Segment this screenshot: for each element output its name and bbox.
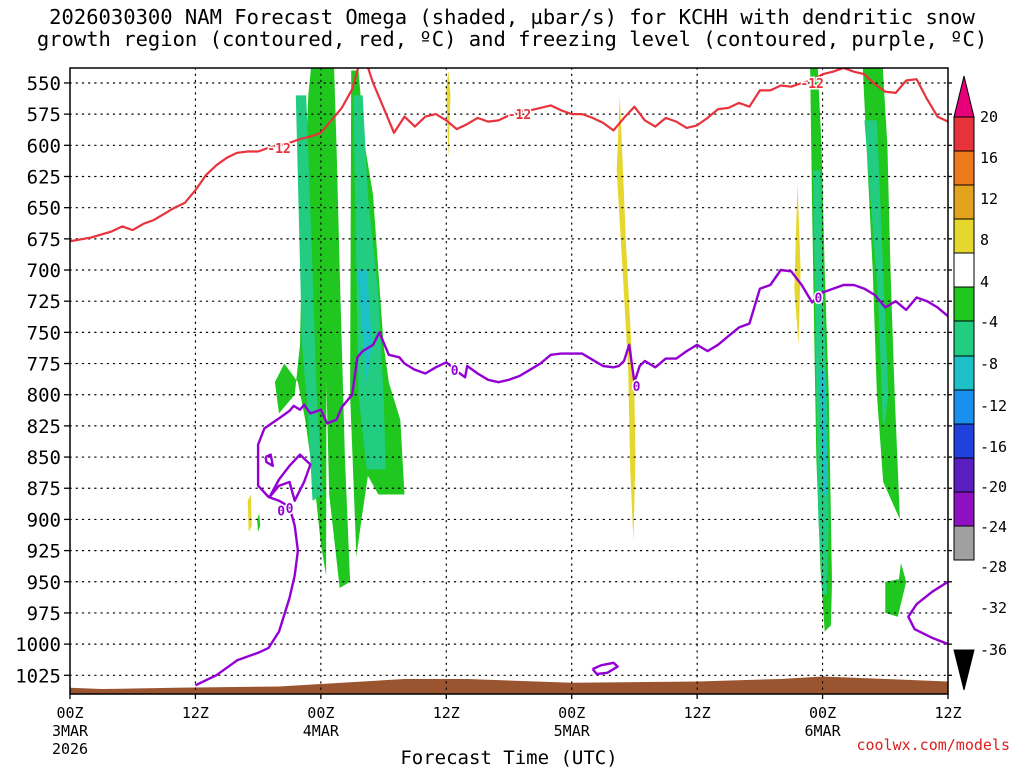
omega-region-10 xyxy=(864,120,889,433)
colorbar-swatch-9 xyxy=(953,389,975,425)
y-tick-label-19: 1025 xyxy=(15,665,61,687)
colorbar-swatch-10 xyxy=(953,423,975,459)
colorbar-label-13: -36 xyxy=(980,641,1007,659)
x-tick-label-5: 12Z xyxy=(684,704,711,722)
x-tick-date-4: 5MAR xyxy=(554,722,591,740)
x-tick-label-0: 00Z xyxy=(56,704,83,722)
y-tick-label-1: 575 xyxy=(27,104,61,126)
chart-title-line-2: growth region (contoured, red, ºC) and f… xyxy=(36,27,988,51)
x-tick-label-1: 12Z xyxy=(182,704,209,722)
x-tick-label-2: 00Z xyxy=(307,704,334,722)
colorbar-label-1: 16 xyxy=(980,149,998,167)
y-tick-label-13: 875 xyxy=(27,478,61,500)
y-tick-label-18: 1000 xyxy=(15,634,61,656)
y-tick-label-6: 700 xyxy=(27,260,61,282)
colorbar-label-0: 20 xyxy=(980,108,998,126)
freezing-level-closed-contour-3 xyxy=(907,580,948,646)
x-axis-title: Forecast Time (UTC) xyxy=(400,747,617,768)
omega-region-14 xyxy=(616,95,636,541)
x-tick-label-7: 12Z xyxy=(934,704,961,722)
y-tick-label-5: 675 xyxy=(27,229,61,251)
dendritic-snow-label-1: -12 xyxy=(267,142,290,157)
colorbar-swatch-1 xyxy=(953,116,975,152)
colorbar-swatch-6 xyxy=(953,286,975,322)
omega-region-15 xyxy=(794,182,801,345)
colorbar-label-9: -20 xyxy=(980,478,1007,496)
colorbar-label-8: -16 xyxy=(980,438,1007,456)
colorbar-label-11: -28 xyxy=(980,558,1007,576)
dendritic-snow-label-0: -12 xyxy=(508,108,531,123)
y-tick-label-10: 800 xyxy=(27,385,61,407)
colorbar-cap-top xyxy=(953,75,975,118)
omega-region-11 xyxy=(357,270,373,383)
y-tick-label-12: 850 xyxy=(27,447,61,469)
x-tick-date-6: 6MAR xyxy=(805,722,842,740)
chart-title-line-1: 2026030300 NAM Forecast Omega (shaded, µ… xyxy=(49,5,975,29)
colorbar-swatch-13 xyxy=(953,525,975,561)
colorbar-label-4: 4 xyxy=(980,273,989,291)
freezing-level-label-1: 0 xyxy=(286,502,294,517)
freezing-level-closed-contour-0 xyxy=(268,453,312,502)
y-tick-label-8: 750 xyxy=(27,322,61,344)
omega-region-8 xyxy=(353,95,386,470)
colorbar-swatch-12 xyxy=(953,491,975,527)
x-tick-date-0: 3MAR xyxy=(52,722,89,740)
colorbar-swatch-8 xyxy=(953,355,975,391)
freezing-level-label-3: 0 xyxy=(633,380,641,395)
y-tick-label-14: 900 xyxy=(27,509,61,531)
y-tick-label-3: 625 xyxy=(27,166,61,188)
colorbar-label-3: 8 xyxy=(980,231,989,249)
chart-title: 2026030300 NAM Forecast Omega (shaded, µ… xyxy=(0,6,1024,50)
omega-region-12 xyxy=(819,369,828,495)
y-tick-label-2: 600 xyxy=(27,135,61,157)
y-tick-label-7: 725 xyxy=(27,291,61,313)
y-tick-label-11: 825 xyxy=(27,416,61,438)
colorbar-swatch-7 xyxy=(953,320,975,357)
freezing-level-closed-contour-2 xyxy=(591,661,619,676)
plot-frame xyxy=(69,67,949,695)
colorbar-label-5: -4 xyxy=(980,313,998,331)
omega-region-1 xyxy=(323,68,351,588)
colorbar-swatch-5 xyxy=(953,252,975,288)
credit-text: coolwx.com/models xyxy=(856,736,1010,754)
freezing-level-label-2: 0 xyxy=(451,364,459,379)
freezing-level-contour xyxy=(194,268,948,687)
x-tick-label-6: 00Z xyxy=(809,704,836,722)
y-tick-label-9: 775 xyxy=(27,354,61,376)
x-tick-label-3: 12Z xyxy=(433,704,460,722)
colorbar-label-7: -12 xyxy=(980,397,1007,415)
colorbar-swatch-4 xyxy=(953,218,975,254)
x-tick-date-2: 4MAR xyxy=(303,722,340,740)
omega-region-6 xyxy=(885,563,907,617)
y-tick-label-16: 950 xyxy=(27,572,61,594)
omega-region-16 xyxy=(247,494,252,532)
x-tick-year-0: 2026 xyxy=(52,740,88,758)
colorbar-cap-bottom xyxy=(953,649,975,691)
freezing-level-label-0: 0 xyxy=(277,505,285,520)
y-tick-label-17: 975 xyxy=(27,603,61,625)
colorbar-swatch-11 xyxy=(953,457,975,493)
omega-region-3 xyxy=(257,513,261,532)
colorbar-label-12: -32 xyxy=(980,599,1007,617)
freezing-level-label-4: 0 xyxy=(814,291,822,306)
freezing-level-closed-contour-1 xyxy=(264,453,274,467)
colorbar-label-2: 12 xyxy=(980,190,998,208)
colorbar-label-6: -8 xyxy=(980,355,998,373)
colorbar-swatch-3 xyxy=(953,184,975,220)
y-tick-label-0: 550 xyxy=(27,73,61,95)
colorbar-swatch-2 xyxy=(953,150,975,186)
dendritic-snow-label-2: -12 xyxy=(800,77,823,92)
terrain-fill xyxy=(70,676,948,694)
x-tick-label-4: 00Z xyxy=(558,704,585,722)
omega-region-7 xyxy=(295,95,323,501)
colorbar-label-10: -24 xyxy=(980,518,1007,536)
y-tick-label-15: 925 xyxy=(27,541,61,563)
y-tick-label-4: 650 xyxy=(27,198,61,220)
dendritic-snow-contour xyxy=(70,68,948,243)
